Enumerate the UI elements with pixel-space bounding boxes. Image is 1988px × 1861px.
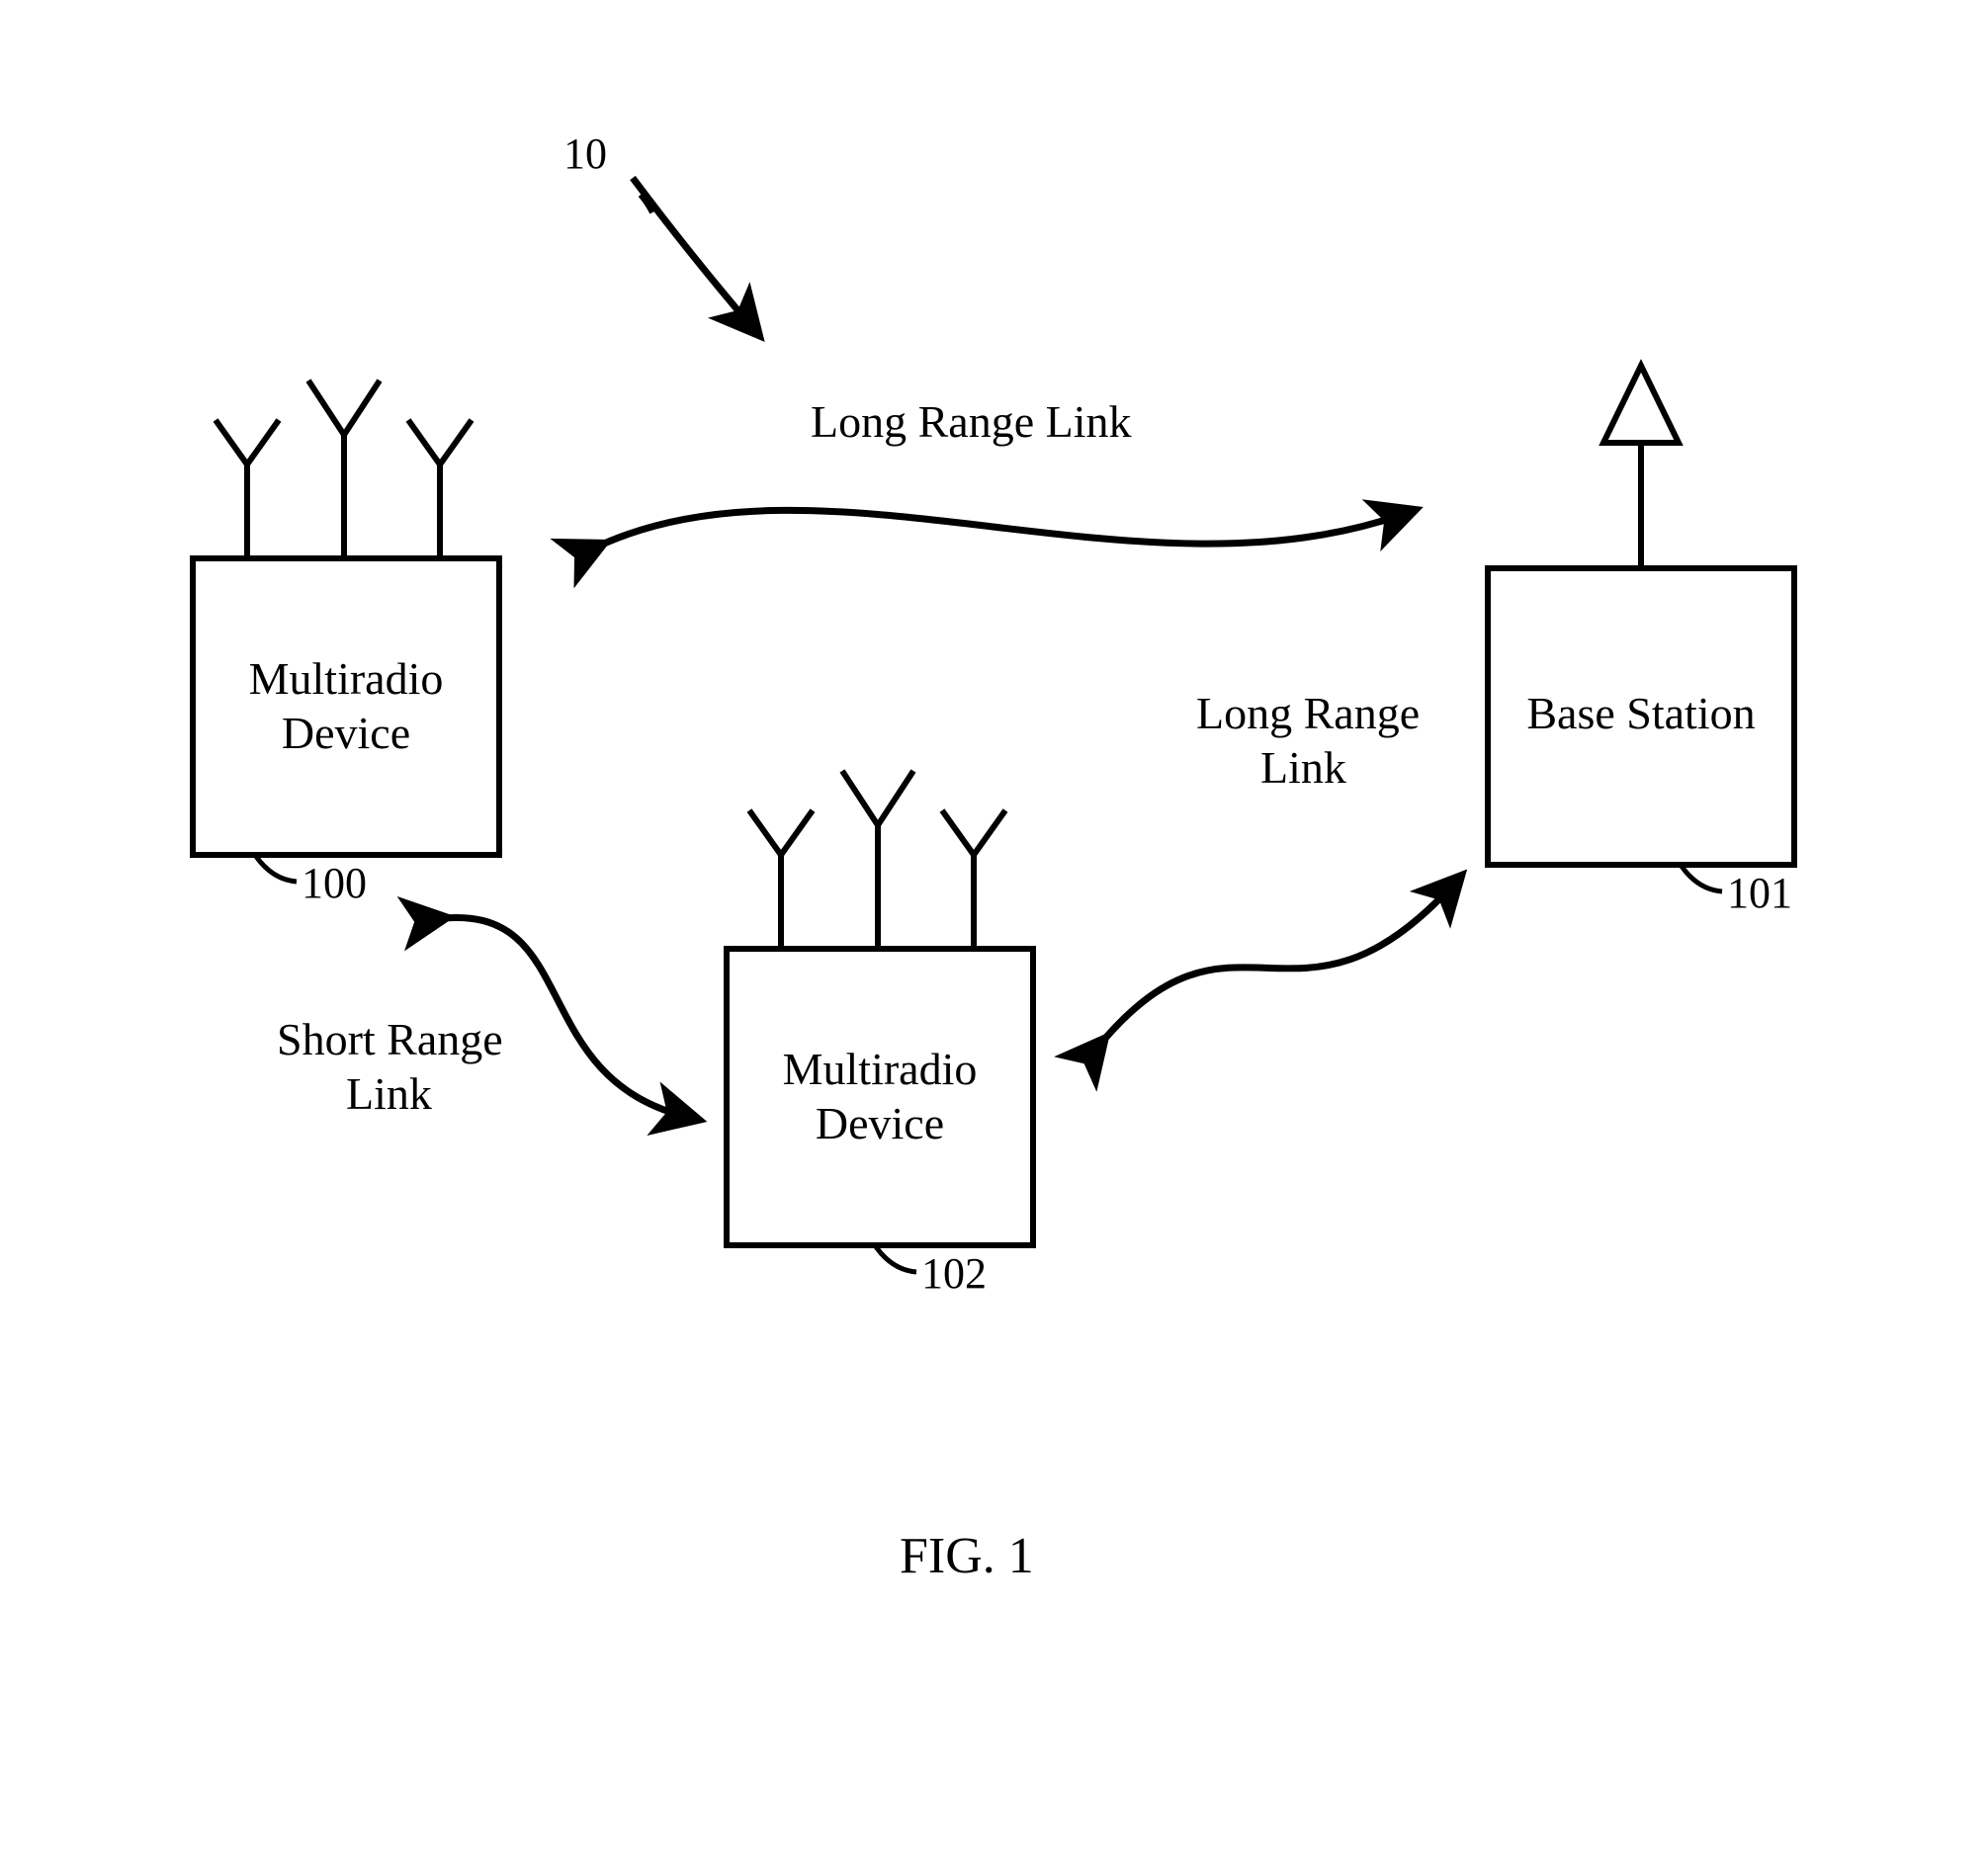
figure-ref-arrow: [633, 178, 751, 326]
long-range-link-1: [593, 510, 1404, 549]
antenna-icon: [842, 771, 913, 949]
base-station: [1488, 366, 1794, 891]
device-1-ref: 100: [302, 858, 367, 908]
figure-ref-number: 10: [563, 128, 607, 179]
multiradio-device-1: [193, 381, 499, 882]
figure-caption: FIG. 1: [900, 1527, 1034, 1585]
multiradio-device-2: [727, 771, 1033, 1272]
base-station-ref: 101: [1727, 868, 1792, 918]
triangle-antenna-icon: [1603, 366, 1679, 443]
device-1-label-line2: Device: [237, 707, 455, 759]
device-2-label-line2: Device: [771, 1097, 989, 1149]
short-range-link-label-line1: Short Range: [277, 1013, 503, 1065]
antenna-icon: [942, 810, 1005, 949]
long-range-link-1-label: Long Range Link: [811, 395, 1132, 448]
device-2-label-line1: Multiradio: [771, 1043, 989, 1095]
device-2-ref: 102: [921, 1248, 987, 1299]
antenna-icon: [408, 420, 472, 558]
long-range-link-2-label-line2: Link: [1260, 741, 1346, 794]
long-range-link-2-label-line1: Long Range: [1196, 687, 1420, 739]
antenna-icon: [749, 810, 813, 949]
long-range-link-2: [1097, 885, 1453, 1048]
antenna-icon: [216, 420, 279, 558]
antenna-icon: [308, 381, 380, 558]
device-1-label-line1: Multiradio: [237, 652, 455, 705]
short-range-link-label-line2: Link: [346, 1067, 432, 1120]
base-station-label: Base Station: [1513, 687, 1770, 739]
